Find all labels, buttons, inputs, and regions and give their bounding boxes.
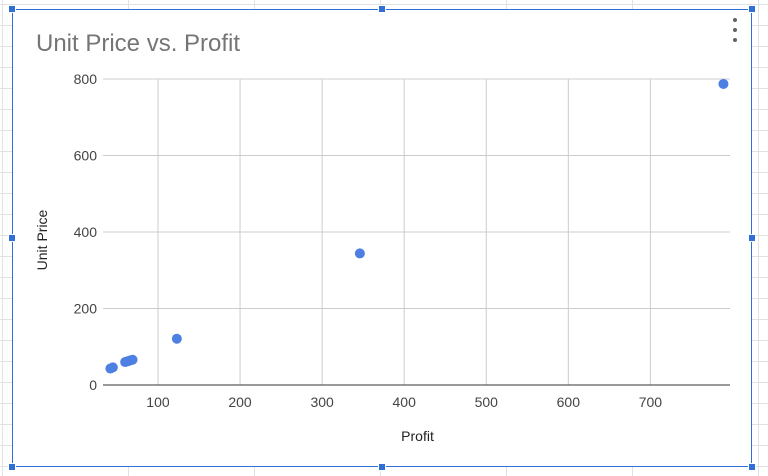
resize-handle-bottom-left[interactable] [8, 463, 16, 471]
data-point[interactable] [354, 248, 365, 259]
x-tick-label: 100 [146, 394, 170, 410]
data-point[interactable] [171, 333, 182, 344]
resize-handle-left[interactable] [8, 234, 16, 242]
data-points [105, 78, 729, 374]
y-tick-label: 0 [89, 377, 97, 393]
more-vert-icon[interactable] [729, 18, 741, 42]
y-tick-label: 400 [74, 224, 98, 240]
gridlines [103, 78, 730, 385]
x-tick-label: 700 [639, 394, 663, 410]
data-point[interactable] [127, 354, 138, 365]
y-tick-label: 600 [74, 148, 98, 164]
resize-handle-top[interactable] [378, 5, 386, 13]
x-tick-label: 300 [310, 394, 334, 410]
y-tick-label: 200 [74, 301, 98, 317]
tick-labels: 0 200 400 600 800 100 200 300 400 500 600 700 [74, 71, 663, 410]
data-point[interactable] [718, 78, 729, 89]
data-point[interactable] [107, 362, 118, 373]
y-axis-label: Unit Price [34, 209, 50, 270]
resize-handle-top-left[interactable] [8, 5, 16, 13]
resize-handle-top-right[interactable] [748, 5, 756, 13]
y-tick-label: 800 [74, 71, 98, 87]
x-tick-label: 600 [557, 394, 581, 410]
chart-title: Unit Price vs. Profit [36, 30, 241, 57]
resize-handle-bottom[interactable] [378, 463, 386, 471]
resize-handle-right[interactable] [748, 234, 756, 242]
chart-container[interactable] [12, 9, 752, 467]
resize-handle-bottom-right[interactable] [748, 463, 756, 471]
x-tick-label: 500 [475, 394, 499, 410]
x-tick-label: 200 [228, 394, 252, 410]
x-tick-label: 400 [393, 394, 417, 410]
x-axis-label: Profit [401, 428, 434, 444]
